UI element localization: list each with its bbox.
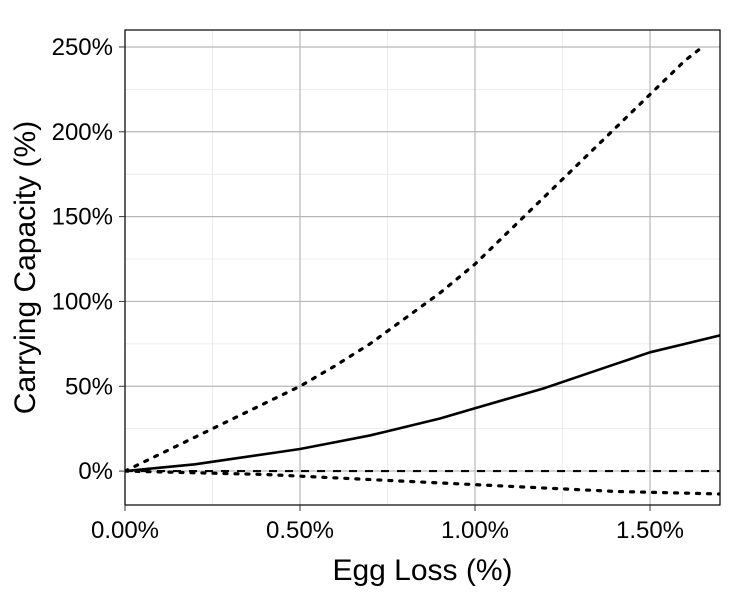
x-tick-label: 0.00% (91, 517, 159, 544)
x-axis-title: Egg Loss (%) (332, 554, 512, 587)
x-tick-label: 0.50% (266, 517, 334, 544)
y-tick-label: 100% (52, 288, 113, 315)
chart-container: 0.00% 0.50% 1.00% 1.50% 0% 50% 100% 150% 200% 250… (0, 0, 750, 600)
y-tick-label: 150% (52, 204, 113, 231)
line-chart: 0.00% 0.50% 1.00% 1.50% 0% 50% 100% 150% 200% 250… (0, 0, 750, 600)
x-tick-label: 1.00% (441, 517, 509, 544)
y-axis-title: Carrying Capacity (%) (9, 121, 42, 414)
y-tick-label: 50% (65, 373, 113, 400)
y-tick-label: 0% (78, 458, 113, 485)
y-tick-label: 250% (52, 34, 113, 61)
x-tick-label: 1.50% (616, 517, 684, 544)
y-tick-label: 200% (52, 119, 113, 146)
